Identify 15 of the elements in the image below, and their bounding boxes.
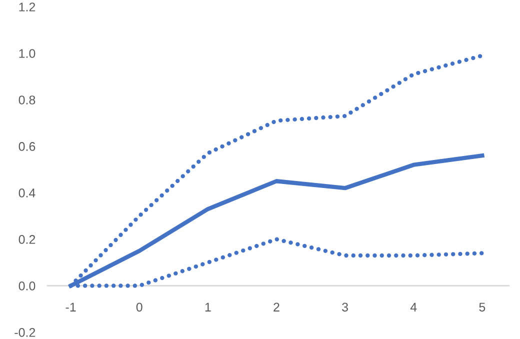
- y-tick-label: 0.6: [18, 142, 36, 151]
- x-tick-label: 2: [274, 302, 280, 312]
- x-tick-label: -1: [66, 302, 76, 312]
- y-tick-label: 0.8: [18, 96, 36, 104]
- y-tick-label: 0.0: [18, 282, 36, 290]
- y-tick-label: 0.4: [18, 188, 36, 198]
- y-tick-label: -0.2: [14, 328, 36, 337]
- y-tick-label: 0.2: [18, 235, 36, 244]
- x-tick-label: 5: [479, 302, 486, 312]
- y-tick-label: 1.0: [19, 49, 36, 58]
- x-tick-label: 3: [342, 302, 348, 312]
- x-tick-label: 0: [136, 302, 142, 312]
- x-tick-label: 1: [205, 302, 211, 312]
- x-tick-label: 4: [410, 302, 417, 312]
- y-tick-label: 1.2: [19, 2, 36, 12]
